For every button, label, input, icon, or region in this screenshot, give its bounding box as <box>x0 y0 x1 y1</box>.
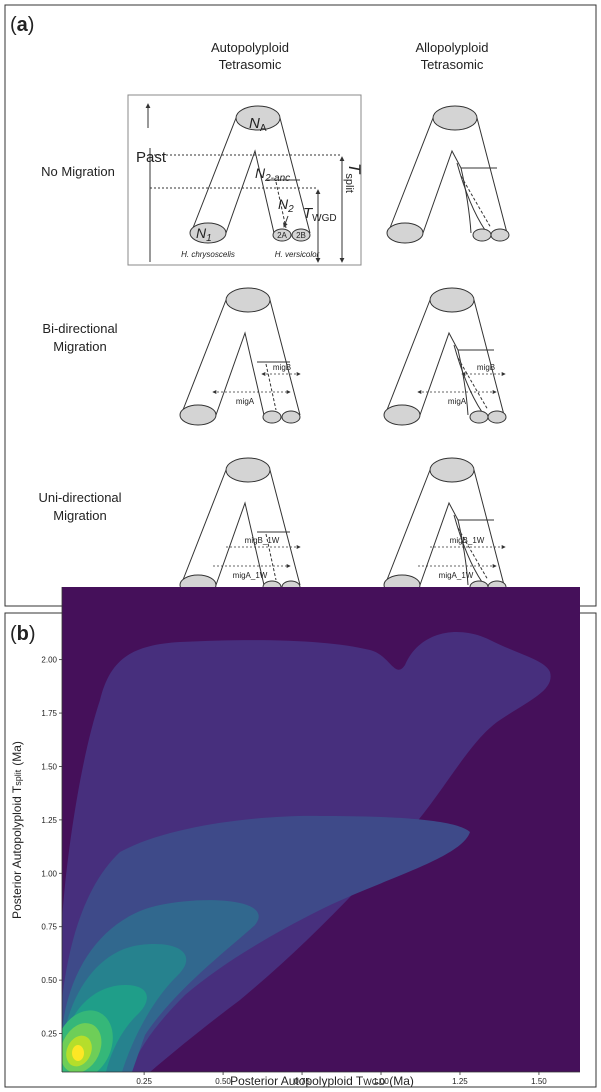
y-tick-label: 0.50 <box>41 976 57 985</box>
allopolyploid-diagram <box>384 288 506 425</box>
y-tick-label: 1.00 <box>41 869 57 878</box>
row-label: Uni-directional <box>38 490 121 505</box>
migration-label: migB_1W <box>245 536 280 545</box>
x-tick-label: 1.25 <box>452 1077 468 1086</box>
contour-level <box>72 1045 84 1061</box>
column-header: Tetrasomic <box>219 57 282 72</box>
past-label: Past <box>136 149 167 166</box>
column-header: Tetrasomic <box>421 57 484 72</box>
row-label: Migration <box>53 339 106 354</box>
migration-label: migA_1W <box>439 571 474 580</box>
subgenome-label: 2B <box>296 231 306 240</box>
t-wgd-label: TWGD <box>303 205 337 224</box>
plot-area <box>44 587 580 1089</box>
migration-label: migA <box>448 397 467 406</box>
y-tick-label: 1.50 <box>41 762 57 771</box>
column-header: Allopolyploid <box>416 40 489 55</box>
row-label: Bi-directional <box>42 321 117 336</box>
y-axis-label: Posterior Autopolyploid Tsplit(Ma) <box>10 741 24 919</box>
row-label: Migration <box>53 508 106 523</box>
y-tick-label: 1.25 <box>41 816 57 825</box>
figure: (a) Autopolyploid Tetrasomic Allopolyplo… <box>0 0 601 1092</box>
migration-label: migA <box>236 397 255 406</box>
species-label: H. versicolor <box>275 250 320 259</box>
y-tick-label: 0.25 <box>41 1030 57 1039</box>
species-label: H. chrysoscelis <box>181 250 235 259</box>
panel-b-label: (b) <box>10 623 36 645</box>
migration-label: migB_1W <box>450 536 485 545</box>
allopolyploid-diagram <box>387 106 509 243</box>
migration-label: migA_1W <box>233 571 268 580</box>
migration-label: migB <box>273 363 291 372</box>
n-2-label: N2 <box>278 196 294 215</box>
x-tick-label: 0.25 <box>136 1077 152 1086</box>
y-tick-label: 0.75 <box>41 923 57 932</box>
y-tick-label: 1.75 <box>41 709 57 718</box>
subgenome-label: 2A <box>277 231 287 240</box>
migration-label: migB <box>477 363 495 372</box>
panel-a-label: (a) <box>10 14 34 36</box>
x-tick-label: 0.75 <box>294 1077 310 1086</box>
x-tick-label: 1.00 <box>373 1077 389 1086</box>
x-tick-label: 1.50 <box>531 1077 547 1086</box>
x-tick-label: 0.50 <box>215 1077 231 1086</box>
time-guide <box>150 155 342 188</box>
row-label: No Migration <box>41 164 115 179</box>
y-tick-label: 2.00 <box>41 656 57 665</box>
n-2anc-label: N2-anc <box>255 165 290 184</box>
column-header: Autopolyploid <box>211 40 289 55</box>
